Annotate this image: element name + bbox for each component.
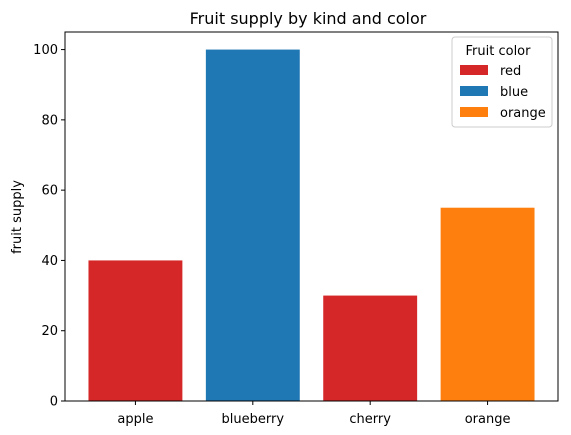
- legend-label-red: red: [500, 64, 521, 79]
- x-tick-label: orange: [465, 412, 511, 427]
- bar-blueberry: [205, 49, 300, 401]
- legend-swatch-red: [460, 65, 488, 75]
- y-tick-label: 20: [41, 324, 58, 339]
- plot-frame: [64, 31, 559, 402]
- bar-orange: [440, 207, 535, 401]
- legend: Fruit color red blue orange: [451, 36, 553, 128]
- y-tick-label: 100: [33, 43, 58, 58]
- x-tick-label: apple: [117, 412, 153, 427]
- y-tick-label: 0: [50, 395, 58, 410]
- legend-box: [451, 36, 553, 128]
- x-tick-label: blueberry: [222, 412, 285, 427]
- y-axis-label: fruit supply: [10, 180, 25, 254]
- legend-label-orange: orange: [500, 106, 546, 121]
- legend-entries: red blue orange: [460, 64, 546, 121]
- chart-title: Fruit supply by kind and color: [190, 9, 427, 28]
- legend-swatch-orange: [460, 107, 488, 117]
- legend-label-blue: blue: [500, 85, 528, 100]
- bars: [88, 49, 535, 401]
- y-tick-label: 40: [41, 254, 58, 269]
- x-axis-ticks: apple blueberry cherry orange: [117, 401, 510, 427]
- bar-cherry: [323, 295, 418, 401]
- legend-swatch-blue: [460, 86, 488, 96]
- y-tick-label: 80: [41, 113, 58, 128]
- bar-apple: [88, 260, 183, 401]
- y-axis-ticks: 0 20 40 60 80 100: [33, 43, 65, 410]
- y-tick-label: 60: [41, 184, 58, 199]
- x-tick-label: cherry: [349, 412, 391, 427]
- legend-title: Fruit color: [466, 44, 532, 59]
